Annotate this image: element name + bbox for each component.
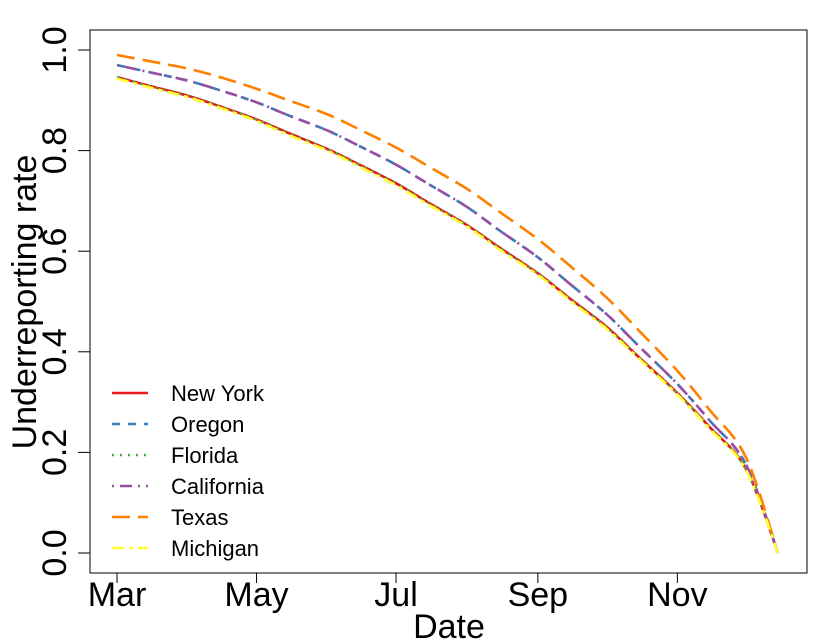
x-tick-label: Nov — [647, 576, 707, 614]
series-line-texas — [116, 53, 780, 554]
y-axis: 0.0 0.2 0.4 0.6 0.8 1.0 — [36, 26, 91, 577]
x-tick-label: Jul — [374, 576, 417, 614]
series-line-michigan — [116, 77, 780, 554]
x-axis-title: Date — [413, 608, 485, 642]
x-tick-label: Sep — [508, 576, 569, 614]
y-tick-label: 0.4 — [36, 328, 74, 375]
legend-label: New York — [171, 381, 265, 406]
y-tick-label: 0.2 — [36, 429, 74, 476]
series-lines — [116, 53, 780, 554]
y-tick-label: 0.0 — [36, 529, 74, 576]
x-tick-label: May — [224, 576, 288, 614]
x-tick-label: Mar — [88, 576, 147, 614]
legend-label: Texas — [171, 505, 228, 530]
y-tick-label: 0.8 — [36, 127, 74, 174]
legend-label: Oregon — [171, 412, 244, 437]
legend-label: Florida — [171, 443, 239, 468]
y-tick-label: 1.0 — [36, 26, 74, 73]
legend-label: California — [171, 474, 265, 499]
y-tick-label: 0.6 — [36, 228, 74, 275]
legend: New York Oregon Florida California Texas Mich… — [112, 381, 265, 561]
legend-label: Michigan — [171, 536, 259, 561]
y-axis-title: Underreporting rate — [6, 155, 44, 450]
x-axis: Mar May Jul Sep Nov — [88, 572, 708, 614]
